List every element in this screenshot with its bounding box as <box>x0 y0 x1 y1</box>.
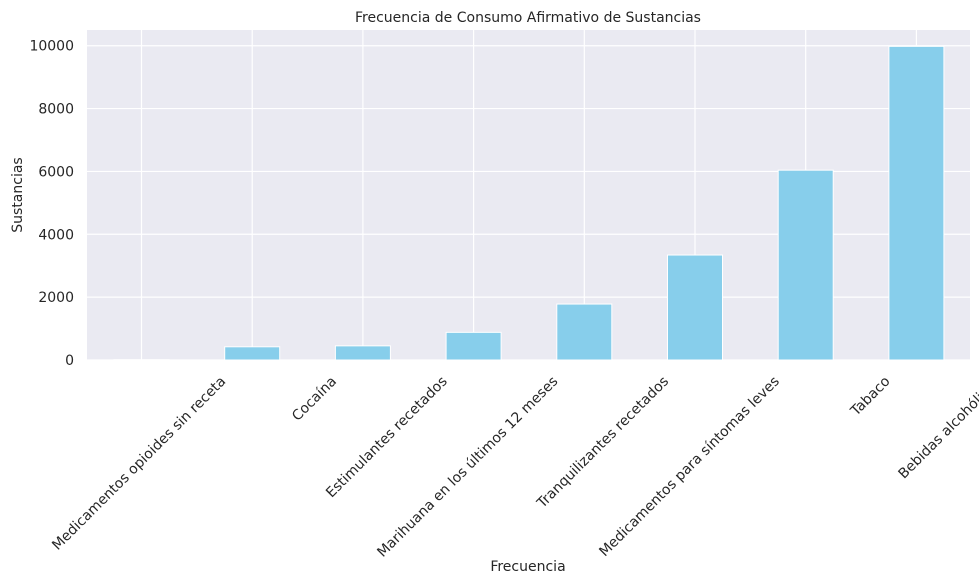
y-tick-label: 10000 <box>29 39 74 55</box>
bar <box>445 331 502 361</box>
bar <box>224 346 281 361</box>
bars <box>113 45 945 361</box>
x-tick-label: Medicamentos opioides sin receta <box>49 374 229 554</box>
y-axis-label: Sustancias <box>10 157 26 232</box>
x-tick-label: Cocaína <box>289 374 340 425</box>
y-tick-labels: 0 2000 4000 6000 8000 10000 <box>29 39 74 369</box>
bar <box>334 345 391 361</box>
y-tick-label: 4000 <box>38 227 74 243</box>
plot-background <box>87 30 970 360</box>
y-tick-label: 6000 <box>38 164 74 180</box>
x-tick-labels: Medicamentos opioides sin receta CocaínaE… <box>49 374 979 561</box>
y-tick-label: 2000 <box>38 290 74 306</box>
y-tick-label: 8000 <box>38 102 74 118</box>
x-tick-label: Estimulantes recetados <box>323 374 451 502</box>
x-tick-label: Tranquilizantes recetados <box>534 374 673 513</box>
x-axis-label: Frecuencia <box>490 559 565 575</box>
x-tick-label: Tabaco <box>847 374 893 420</box>
x-tick-label: Bebidas alcohólicas <box>896 374 979 483</box>
x-tick-label: Marihuana en los últimos 12 meses <box>374 374 561 561</box>
bar <box>667 254 723 361</box>
y-tick-label: 0 <box>65 353 74 369</box>
bar <box>777 169 834 361</box>
chart-title: Frecuencia de Consumo Afirmativo de Sust… <box>355 10 701 26</box>
x-tick-label: Medicamentos para síntomas leves <box>596 374 782 560</box>
bar <box>888 45 945 361</box>
bar <box>556 303 613 361</box>
